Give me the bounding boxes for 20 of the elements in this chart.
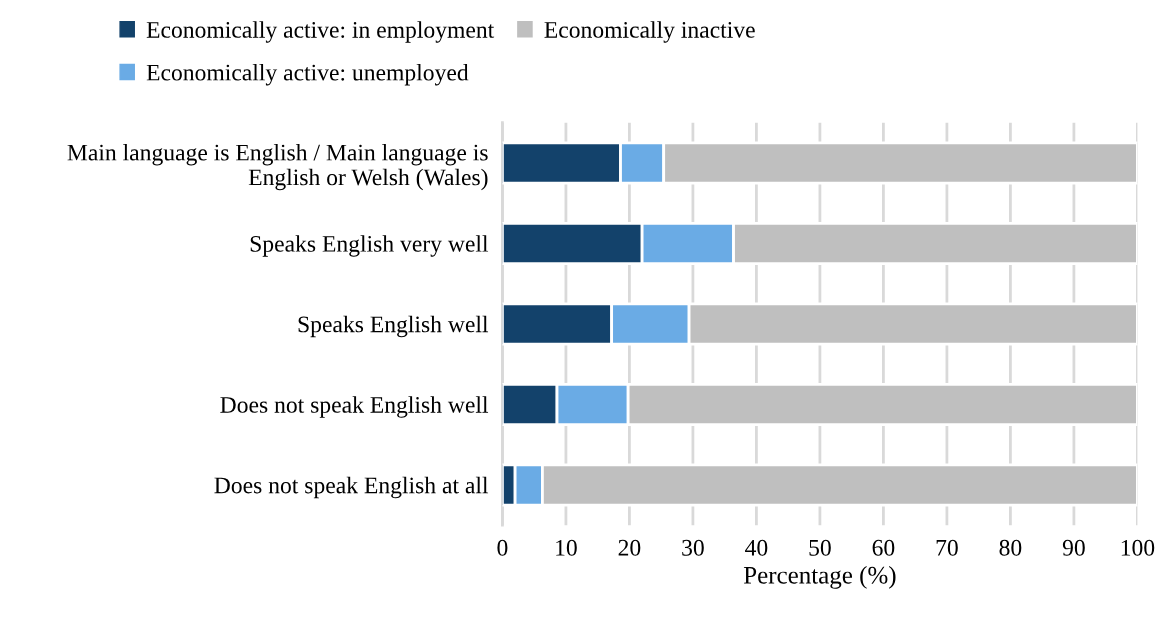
- x-tick-label: 70: [936, 539, 958, 556]
- x-tick-label: 10: [556, 539, 577, 556]
- x-tick-label: 40: [745, 539, 768, 556]
- x-tick-label: 50: [809, 539, 831, 556]
- y-tick-label: Does not speak English at all: [214, 476, 489, 499]
- y-tick-label: Speaks English well: [298, 315, 489, 338]
- x-tick-label: 0: [497, 539, 508, 556]
- y-tick-label: Does not speak English well: [220, 396, 489, 418]
- x-tick-label: 80: [999, 539, 1022, 556]
- legend-label: Economically active: unemployed: [146, 63, 469, 86]
- y-tick-label: Speaks English very well: [250, 235, 489, 257]
- x-tick-label: 20: [618, 539, 641, 556]
- x-tick-label: 60: [872, 539, 895, 556]
- legend-label: Economically active: in employment: [146, 21, 495, 43]
- x-tick-label: 90: [1062, 539, 1085, 556]
- y-tick-label: Main language is English / Main language is English or Welsh (Wales): [67, 143, 488, 191]
- x-tick-label: 30: [682, 539, 704, 556]
- legend-label: Economically inactive: [544, 21, 755, 43]
- x-tick-label: 100: [1121, 539, 1155, 556]
- x-axis-title: Percentage (%): [743, 566, 896, 589]
